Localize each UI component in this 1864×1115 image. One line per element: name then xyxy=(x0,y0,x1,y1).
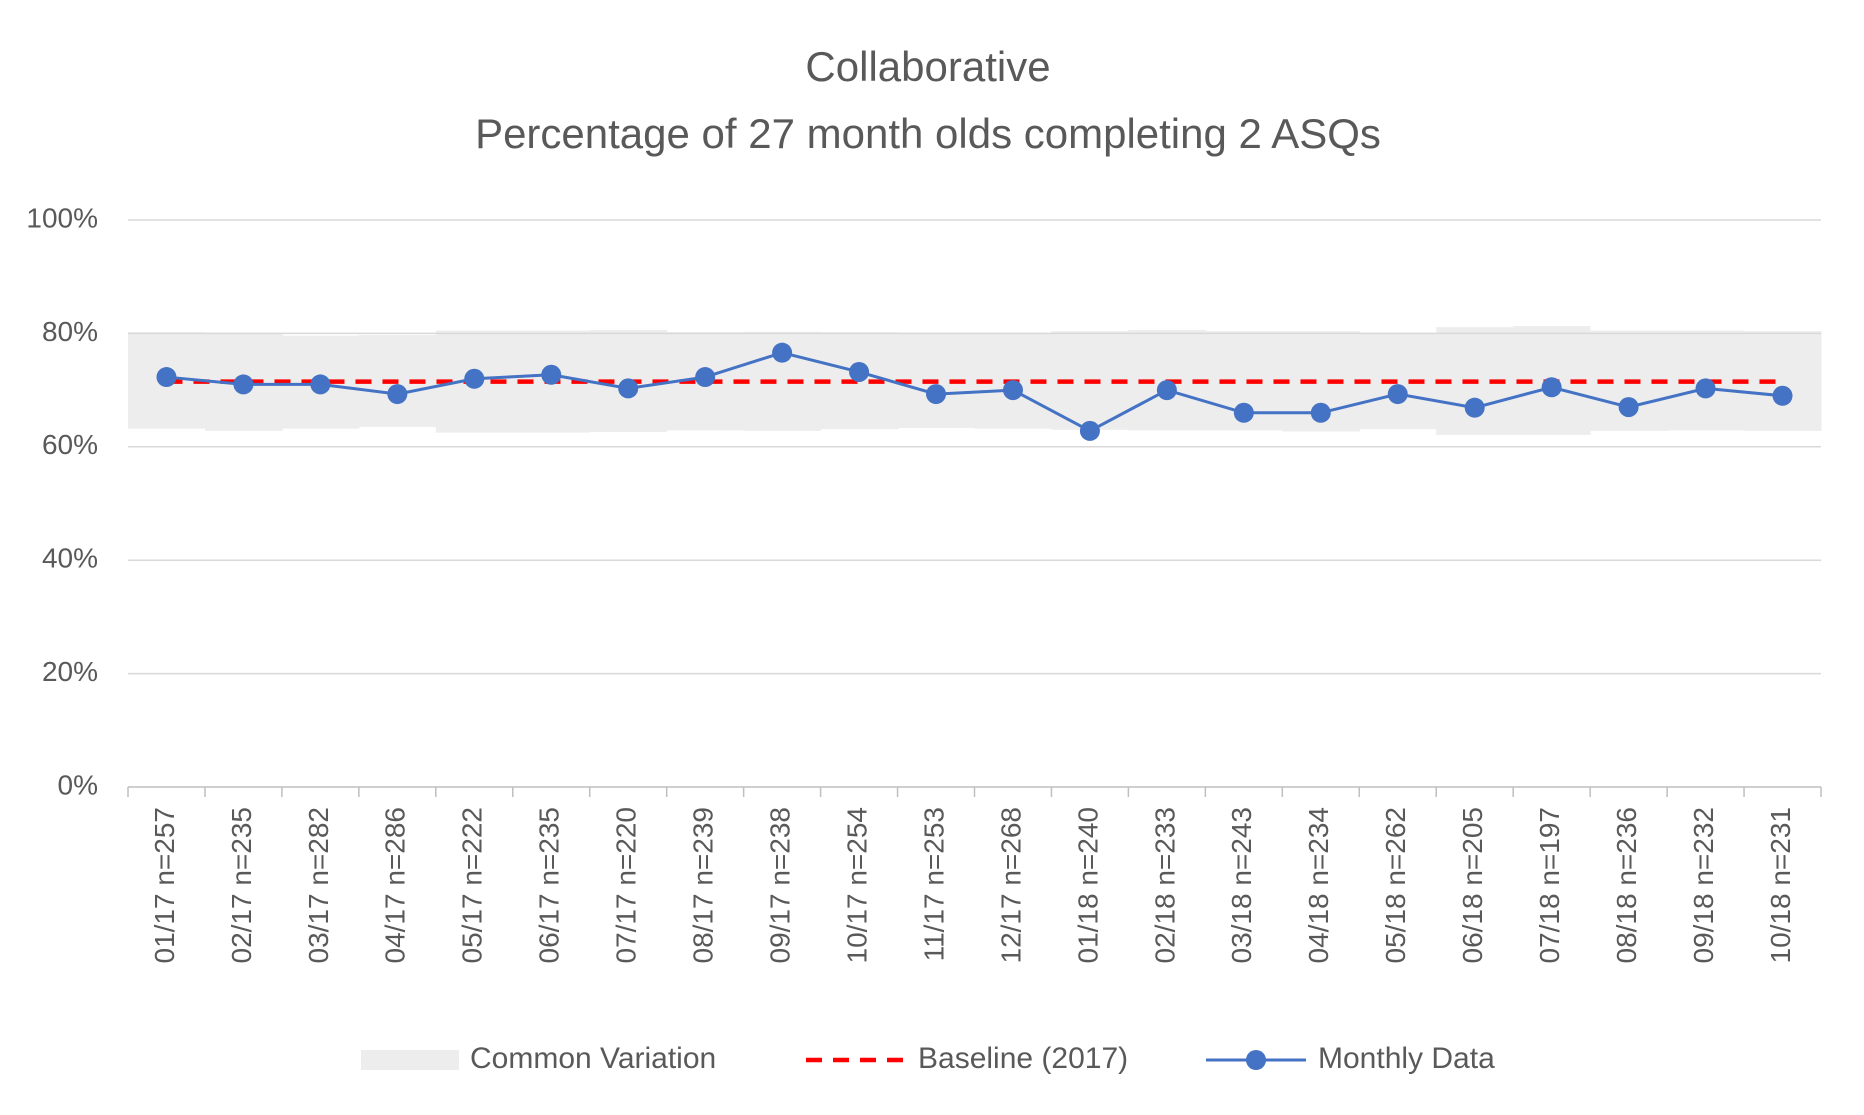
x-tick-label: 11/17 n=253 xyxy=(918,807,949,961)
data-point xyxy=(1310,402,1331,423)
y-tick-label: 20% xyxy=(42,656,98,687)
data-point xyxy=(1079,420,1100,441)
x-tick-label: 05/18 n=262 xyxy=(1380,807,1411,964)
x-tick-label: 02/17 n=235 xyxy=(226,807,257,964)
data-point xyxy=(772,342,793,363)
y-tick-label: 80% xyxy=(42,316,98,347)
x-tick-label: 08/18 n=236 xyxy=(1611,807,1642,964)
x-tick-label: 06/17 n=235 xyxy=(534,807,565,964)
x-tick-label: 03/18 n=243 xyxy=(1226,807,1257,964)
x-tick-label: 06/18 n=205 xyxy=(1457,807,1488,964)
data-point xyxy=(1695,378,1716,399)
data-point xyxy=(541,364,562,385)
data-point xyxy=(1541,377,1562,398)
chart-subtitle: Percentage of 27 month olds completing 2… xyxy=(475,110,1381,157)
y-tick-label: 60% xyxy=(42,429,98,460)
data-point xyxy=(1387,384,1408,405)
x-tick-label: 07/17 n=220 xyxy=(611,807,642,964)
series-line xyxy=(166,351,1783,433)
data-point xyxy=(1464,397,1485,418)
x-tick-label: 10/18 n=231 xyxy=(1765,807,1796,964)
legend-label: Common Variation xyxy=(470,1042,716,1075)
variation-band xyxy=(1359,332,1437,430)
x-tick-label: 09/18 n=232 xyxy=(1688,807,1719,964)
data-point xyxy=(156,367,177,388)
data-point xyxy=(1156,380,1177,401)
legend-swatch xyxy=(361,1050,459,1070)
data-point xyxy=(1772,385,1793,406)
data-point xyxy=(618,378,639,399)
x-tick-label: 05/17 n=222 xyxy=(457,807,488,964)
x-tick-label: 04/18 n=234 xyxy=(1303,807,1334,964)
y-tick-label: 0% xyxy=(58,769,98,800)
data-point xyxy=(464,368,485,389)
x-tick-label: 04/17 n=286 xyxy=(380,807,411,964)
x-tick-label: 01/18 n=240 xyxy=(1072,807,1103,964)
data-point xyxy=(310,374,331,395)
data-point xyxy=(926,384,947,405)
y-tick-label: 100% xyxy=(26,202,98,233)
x-tick-label: 01/17 n=257 xyxy=(149,807,180,964)
chart-title: Collaborative xyxy=(805,43,1050,90)
data-point xyxy=(233,374,254,395)
legend-label: Monthly Data xyxy=(1318,1042,1495,1075)
legend-marker xyxy=(1246,1050,1266,1070)
x-tick-label: 09/17 n=238 xyxy=(765,807,796,964)
x-tick-label: 03/17 n=282 xyxy=(303,807,334,964)
x-tick-label: 07/18 n=197 xyxy=(1534,807,1565,964)
data-point xyxy=(1233,402,1254,423)
x-tick-label: 08/17 n=239 xyxy=(688,807,719,964)
y-tick-label: 40% xyxy=(42,543,98,574)
x-tick-label: 02/18 n=233 xyxy=(1149,807,1180,964)
x-tick-label: 10/17 n=254 xyxy=(841,807,872,964)
legend-label: Baseline (2017) xyxy=(918,1042,1128,1075)
data-point xyxy=(1002,380,1023,401)
x-tick-label: 12/17 n=268 xyxy=(995,807,1026,964)
data-point xyxy=(1618,397,1639,418)
variation-band xyxy=(1744,331,1822,431)
data-point xyxy=(387,384,408,405)
data-point xyxy=(849,361,870,382)
data-point xyxy=(695,367,716,388)
